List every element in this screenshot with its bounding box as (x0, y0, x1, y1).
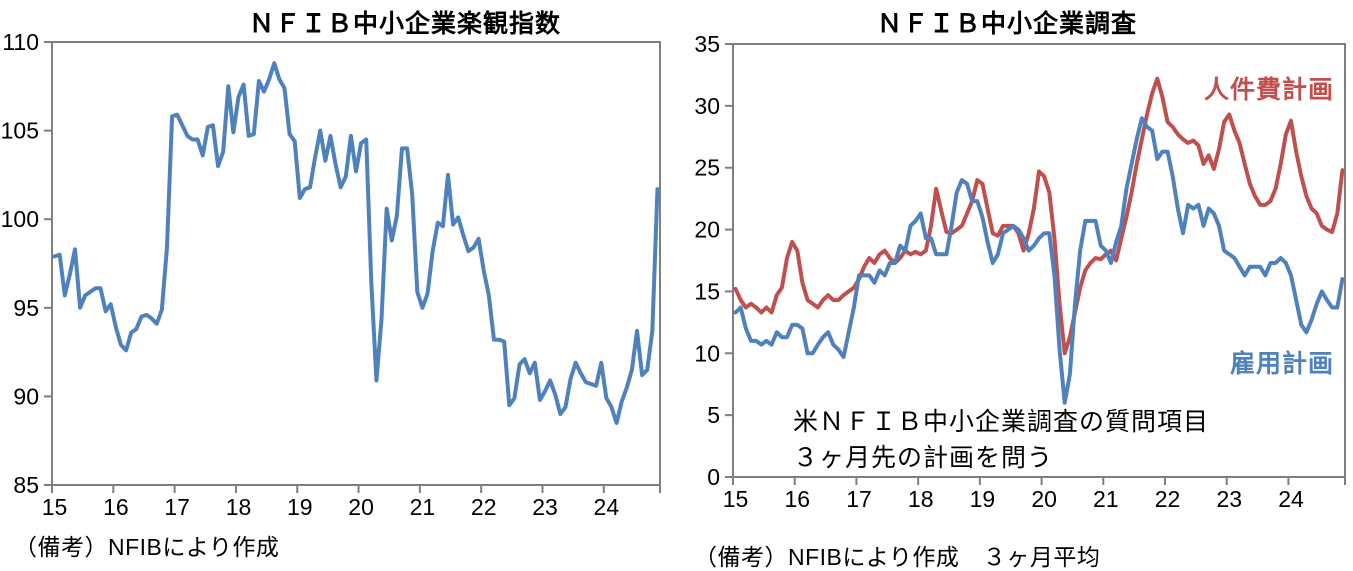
x-tick-label: 19 (970, 486, 996, 512)
y-tick-label: 105 (1, 118, 39, 144)
y-tick-label: 35 (694, 31, 720, 57)
x-tick-label: 16 (784, 486, 810, 512)
survey-chart-title: ＮＦＩＢ中小企業調査 (876, 10, 1138, 38)
y-tick-label: 95 (13, 295, 39, 321)
y-tick-label: 5 (707, 402, 720, 428)
y-tick-label: 90 (13, 383, 39, 409)
survey-chart-panel: 0 5 10 15 20 25 30 35 15 16 17 18 19 20 21 22 23 24 ＮＦＩＢ中… (677, 0, 1353, 571)
x-tick-label: 17 (846, 486, 872, 512)
y-tick-label: 110 (2, 29, 39, 55)
x-tick-label: 21 (1093, 486, 1119, 512)
x-tick-label: 19 (287, 494, 313, 520)
x-tick-label: 21 (410, 494, 436, 520)
survey-annotation-line-1: 米ＮＦＩＢ中小企業調査の質問項目 (793, 408, 1210, 436)
x-tick-label: 16 (103, 494, 129, 520)
x-tick-label: 20 (1031, 486, 1057, 512)
y-tick-label: 15 (694, 278, 720, 304)
x-tick-label: 23 (1216, 486, 1242, 512)
x-tick-label: 22 (1155, 486, 1181, 512)
x-tick-label: 24 (594, 494, 620, 520)
y-tick-label: 0 (707, 464, 720, 490)
x-tick-label: 20 (348, 494, 374, 520)
y-tick-label: 25 (694, 155, 720, 181)
plot-border (732, 43, 1346, 478)
survey-chart-plot: 0 5 10 15 20 25 30 35 15 16 17 18 19 20 21 22 23 24 (694, 31, 1346, 512)
x-tick-label: 23 (532, 494, 558, 520)
y-tick-label: 20 (694, 217, 720, 243)
compensation-plans-series-label: 人件費計画 (1204, 76, 1335, 104)
x-tick-label: 18 (908, 486, 934, 512)
optimism-chart-title: ＮＦＩＢ中小企業楽観指数 (248, 10, 562, 38)
y-tick-label: 30 (694, 93, 720, 119)
x-tick-label: 22 (471, 494, 497, 520)
optimism-chart-plot: 85 90 95 100 105 110 15 16 17 18 19 20 21 22 23 24 (1, 29, 661, 520)
survey-annotation: 米ＮＦＩＢ中小企業調査の質問項目 ３ヶ月先の計画を問う (793, 404, 1209, 476)
series-line-1 (733, 116, 1345, 405)
plot-border (51, 41, 661, 486)
survey-annotation-line-2: ３ヶ月先の計画を問う (793, 444, 1054, 472)
hiring-plans-series-label: 雇用計画 (1230, 350, 1335, 378)
x-tick-label: 18 (226, 494, 252, 520)
series-line-0 (52, 61, 660, 425)
y-tick-label: 10 (694, 340, 720, 366)
x-tick-label: 15 (723, 486, 749, 512)
y-tick-label: 100 (1, 206, 39, 232)
survey-source-note: （備考）NFIBにより作成 ３ヶ月平均 (694, 544, 1101, 570)
y-tick-label: 85 (13, 472, 39, 498)
x-tick-label: 24 (1278, 486, 1304, 512)
x-tick-label: 15 (42, 494, 68, 520)
optimism-chart-panel: 85 90 95 100 105 110 15 16 17 18 19 20 21 22 23 24 ＮＦＩＢ… (0, 0, 676, 571)
x-tick-label: 17 (164, 494, 190, 520)
series-line-0 (733, 76, 1345, 356)
optimism-source-note: （備考）NFIBにより作成 (14, 534, 280, 560)
